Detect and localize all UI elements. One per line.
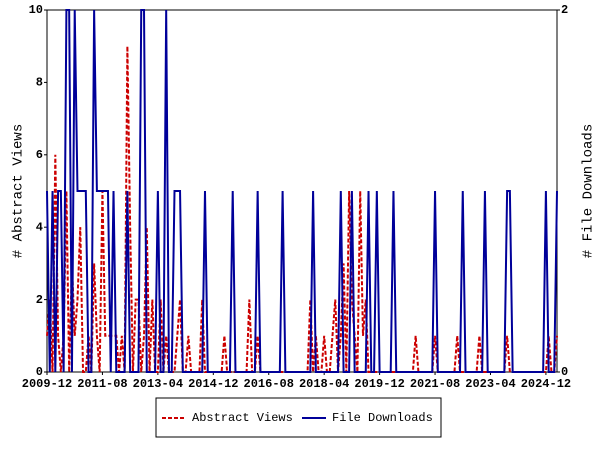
y-tick-label: 4 — [36, 220, 43, 234]
x-tick-label: 2014-12 — [188, 377, 238, 391]
y-tick-label: 2 — [36, 293, 43, 307]
y-tick-label: 0 — [36, 365, 43, 379]
legend-text: Abstract Views — [192, 411, 293, 425]
x-tick-label: 2016-08 — [244, 377, 294, 391]
plot-frame — [46, 9, 558, 373]
x-tick-label: 2011-08 — [77, 377, 127, 391]
y-tick-label: 6 — [36, 148, 43, 162]
x-tick-label: 2013-04 — [133, 377, 183, 391]
y-tick-label: 10 — [29, 3, 43, 17]
x-tick-label: 2009-12 — [22, 377, 72, 391]
y2-axis-title: # File Downloads — [581, 124, 597, 258]
x-tick-label: 2019-12 — [354, 377, 404, 391]
series-line — [46, 46, 558, 373]
y-tick-label: 8 — [36, 76, 43, 90]
series-line — [46, 9, 558, 373]
y2-tick-label: 2 — [561, 3, 568, 17]
y2-tick-label: 0 — [561, 365, 568, 379]
y-axis-title: # Abstract Views — [11, 124, 27, 258]
x-tick-label: 2018-04 — [299, 377, 349, 391]
x-tick-label: 2024-12 — [521, 377, 571, 391]
x-tick-label: 2021-08 — [410, 377, 460, 391]
legend-text: File Downloads — [332, 411, 433, 425]
x-tick-label: 2023-04 — [465, 377, 515, 391]
legend-box — [155, 397, 442, 438]
